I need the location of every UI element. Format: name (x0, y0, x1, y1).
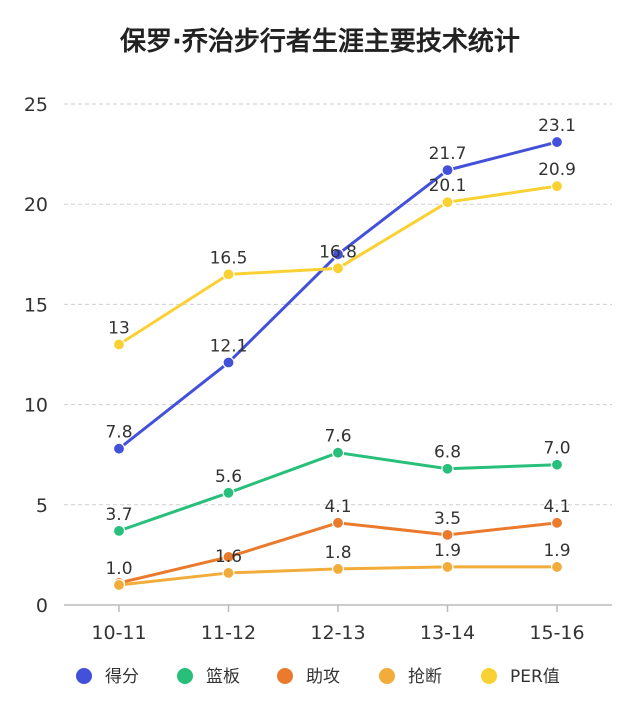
data-labels: 7.8 12.1 21.7 23.1 3.7 5.6 7.6 6.8 7.0 4.1 3.5 4.1 1… (105, 116, 575, 579)
y-tick-label: 10 (24, 395, 48, 417)
data-point[interactable] (550, 458, 564, 471)
data-point[interactable] (222, 566, 235, 580)
data-point[interactable] (112, 442, 126, 455)
data-point[interactable] (222, 356, 235, 369)
data-label: 16.5 (210, 248, 248, 268)
y-tick-label: 25 (24, 94, 48, 116)
data-point[interactable] (112, 524, 126, 537)
legend-marker (177, 668, 193, 684)
series-line-0 (118, 140, 558, 450)
x-tick-label: 15-16 (529, 622, 584, 644)
data-point[interactable] (222, 550, 235, 564)
x-tick-label: 10-11 (91, 622, 146, 644)
data-label: 20.9 (538, 160, 576, 180)
series-lines (112, 135, 564, 592)
data-point[interactable] (441, 528, 454, 541)
data-label: 3.5 (434, 509, 461, 529)
x-tick-label: 11-12 (201, 622, 256, 644)
data-label: 5.6 (215, 467, 242, 487)
legend-label: 助攻 (306, 667, 340, 687)
data-point[interactable] (331, 562, 345, 576)
data-point[interactable] (222, 486, 235, 499)
data-point[interactable] (550, 560, 564, 574)
data-label: 23.1 (538, 116, 576, 136)
data-point[interactable] (550, 516, 564, 529)
data-label: 1.6 (215, 547, 242, 567)
legend-label: PER值 (510, 667, 560, 687)
data-label: 3.7 (105, 505, 132, 525)
grid-lines (64, 103, 612, 506)
data-point[interactable] (331, 446, 345, 459)
legend-label: 篮板 (206, 667, 240, 687)
legend-item[interactable]: 得分 (76, 667, 139, 687)
legend-item[interactable]: 篮板 (177, 667, 240, 687)
data-label: 1.0 (105, 559, 132, 579)
data-label: 4.1 (324, 497, 351, 517)
data-label: 16.8 (319, 242, 357, 262)
data-point[interactable] (441, 560, 454, 574)
data-label: 1.9 (434, 541, 461, 561)
data-label: 13 (108, 318, 130, 338)
legend-label: 抢断 (408, 667, 442, 687)
data-point[interactable] (441, 196, 454, 209)
chart-title: 保罗·乔治步行者生涯主要技术统计 (119, 26, 520, 57)
y-tick-label: 20 (24, 194, 48, 216)
data-label: 7.8 (105, 423, 132, 443)
data-point[interactable] (331, 248, 345, 261)
data-point[interactable] (112, 578, 126, 592)
data-point[interactable] (441, 164, 454, 177)
legend-item[interactable]: PER值 (481, 667, 560, 687)
x-tick-label: 12-13 (310, 622, 365, 644)
legend-marker (277, 668, 293, 684)
legend-item[interactable]: 助攻 (277, 667, 340, 687)
data-label: 4.1 (543, 497, 570, 517)
data-point[interactable] (331, 262, 345, 275)
legend-marker (481, 668, 497, 684)
y-tick-label: 0 (36, 595, 48, 617)
legend-marker (379, 668, 395, 684)
data-point[interactable] (112, 338, 126, 351)
legend-marker (76, 668, 92, 684)
legend[interactable]: 得分 篮板 助攻 抢断 PER值 (76, 667, 560, 687)
legend-item[interactable]: 抢断 (379, 667, 442, 687)
data-label: 7.0 (543, 439, 570, 459)
data-label: 1.8 (324, 543, 351, 563)
data-label: 7.6 (324, 427, 351, 447)
data-label: 21.7 (429, 144, 467, 164)
axes: 0 5 10 15 20 25 10-11 11-12 12-13 13-14 15-16 (24, 94, 612, 644)
data-point[interactable] (550, 135, 564, 149)
data-point[interactable] (550, 180, 564, 193)
data-point[interactable] (331, 516, 345, 529)
data-point[interactable] (441, 462, 454, 475)
x-tick-label: 13-14 (420, 622, 475, 644)
legend-label: 得分 (105, 667, 139, 687)
data-label: 12.1 (210, 337, 248, 357)
data-label: 6.8 (434, 443, 461, 463)
data-label: 20.1 (429, 176, 467, 196)
data-label: 1.9 (543, 541, 570, 561)
y-tick-label: 15 (24, 294, 48, 316)
data-point[interactable] (222, 268, 235, 281)
y-tick-label: 5 (36, 495, 48, 517)
